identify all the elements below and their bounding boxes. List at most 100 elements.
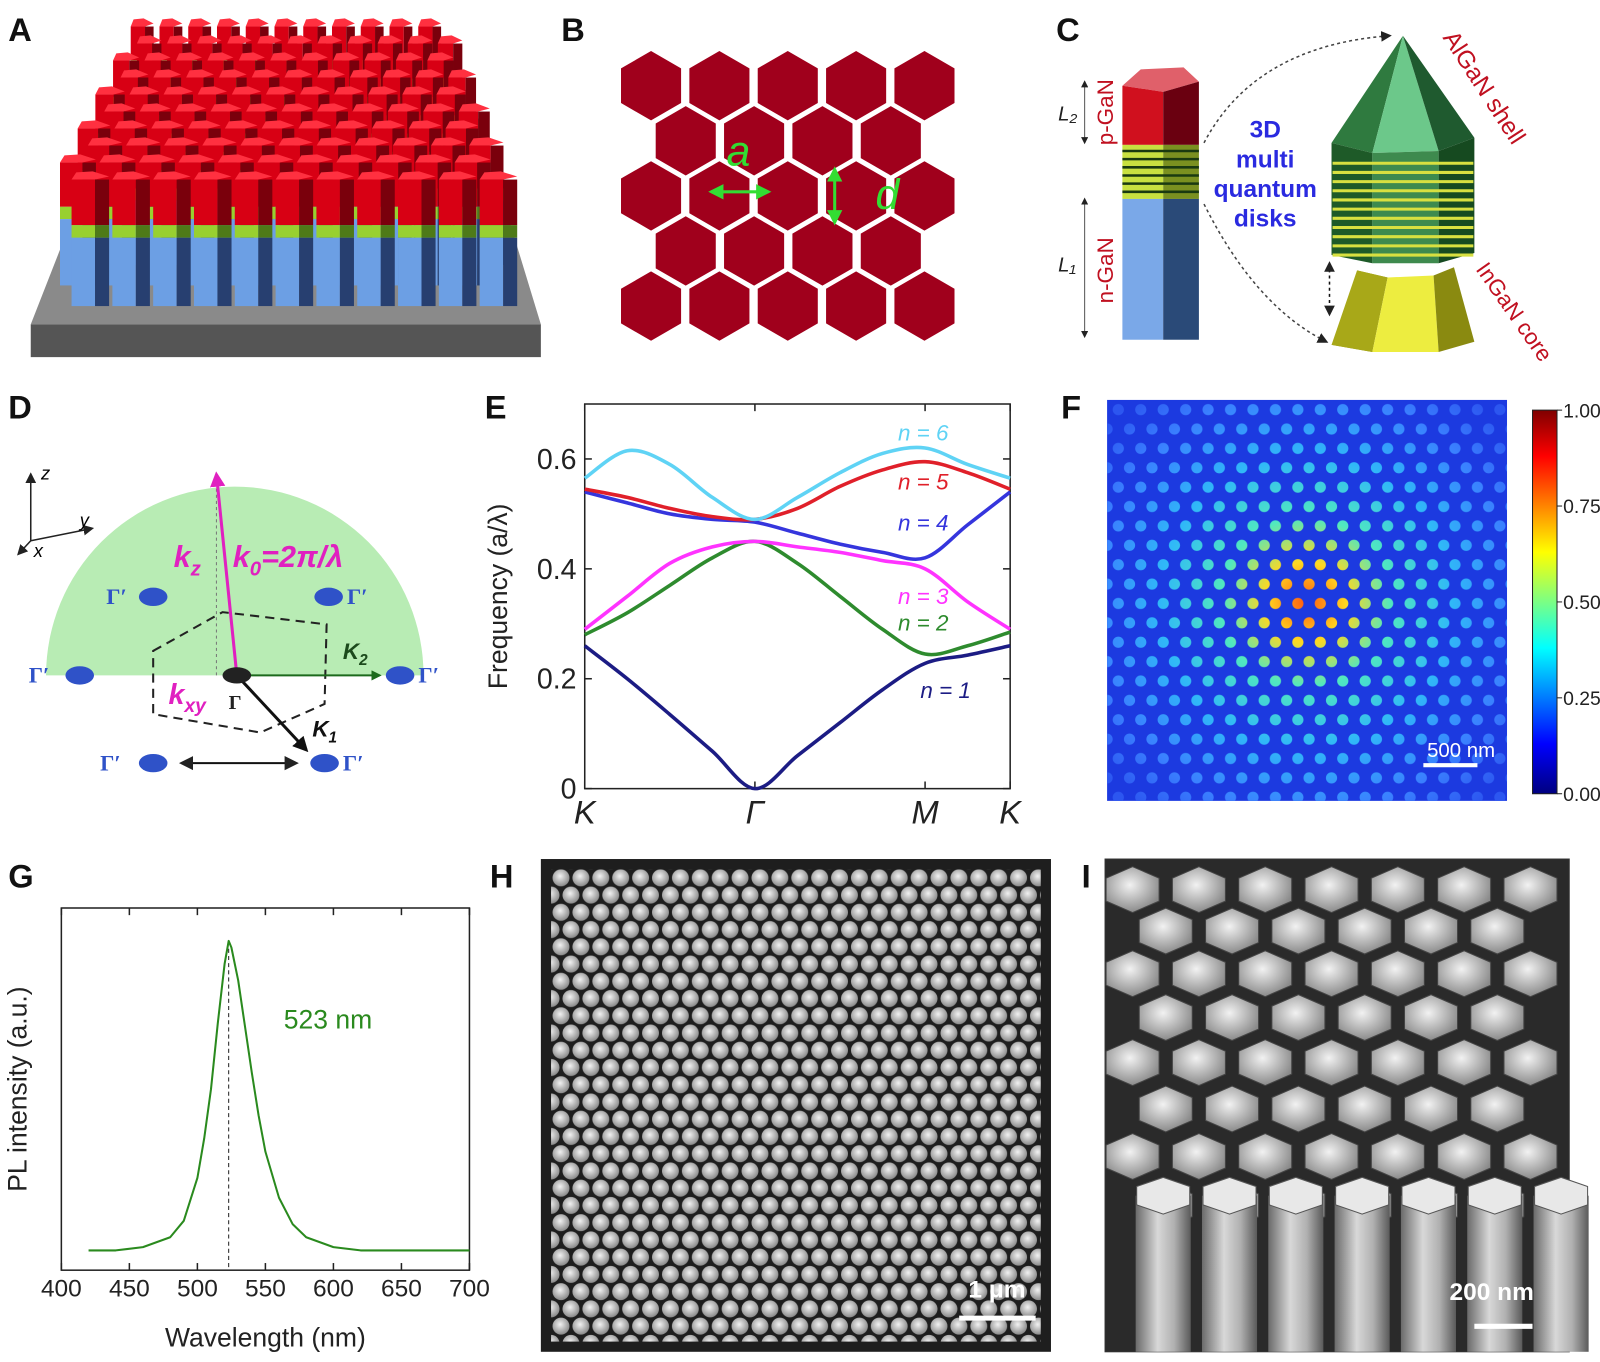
pillar-cap bbox=[372, 120, 405, 129]
pillar-top bbox=[1238, 950, 1293, 998]
pillar-cap bbox=[395, 52, 423, 61]
pillar-cap bbox=[392, 137, 428, 146]
disk-label: 3D bbox=[1250, 117, 1281, 144]
pillar-body bbox=[1201, 1195, 1258, 1352]
plot-frame bbox=[60, 907, 471, 1271]
core-face bbox=[1331, 270, 1388, 352]
pillar-cap bbox=[99, 154, 136, 163]
pillar-side bbox=[380, 225, 395, 238]
k0-arrow bbox=[210, 471, 239, 676]
pillar-top bbox=[1337, 994, 1392, 1042]
k2-sub: 2 bbox=[358, 652, 368, 669]
pillar-side bbox=[95, 225, 110, 238]
pillar-cap bbox=[95, 86, 125, 95]
pillar-body bbox=[1268, 1195, 1324, 1352]
pillar-side bbox=[95, 237, 110, 307]
pillar-top bbox=[1238, 1133, 1293, 1181]
pillar-cap bbox=[347, 35, 373, 44]
kz-sub: z bbox=[190, 558, 202, 580]
data-line bbox=[583, 539, 1012, 631]
pillar-side bbox=[217, 237, 232, 307]
gamma-prime-point bbox=[314, 587, 343, 607]
pillar-body bbox=[1400, 1195, 1457, 1352]
pillar-cap bbox=[130, 18, 154, 27]
pillar-cap bbox=[316, 103, 348, 112]
hexagon bbox=[655, 106, 716, 176]
pillar-cap bbox=[231, 86, 262, 95]
pillar-cap bbox=[120, 69, 149, 78]
pillar-side bbox=[421, 225, 436, 238]
x-tick-label: M bbox=[911, 793, 939, 830]
pillar-side bbox=[217, 179, 232, 226]
light-cone bbox=[46, 486, 424, 676]
pillar-face bbox=[357, 179, 381, 226]
pillar-side bbox=[258, 225, 273, 238]
k2-label: K2 bbox=[343, 639, 368, 669]
kz-label: kz bbox=[174, 540, 202, 580]
y-tick-label: 0.2 bbox=[537, 664, 577, 696]
pillar-cap bbox=[207, 52, 234, 61]
y-axis-label: Frequency (a/λ) bbox=[483, 503, 513, 689]
pillar-top bbox=[1337, 907, 1392, 955]
panel-label: F bbox=[1061, 388, 1081, 425]
pillar-cap bbox=[431, 137, 466, 146]
sem-tilted-view: 200 nm bbox=[1104, 858, 1589, 1353]
label-l1: L₁ bbox=[1058, 254, 1076, 276]
pillar-cap bbox=[245, 18, 269, 27]
pillar-cap bbox=[301, 52, 328, 61]
pillar-top bbox=[1105, 1133, 1160, 1181]
pillar-side bbox=[95, 179, 110, 226]
pillar-face bbox=[357, 225, 381, 238]
pillar-top bbox=[1470, 1085, 1525, 1133]
pillar-cap bbox=[59, 154, 96, 163]
pillar-side bbox=[339, 237, 354, 307]
p-gan-face bbox=[1122, 85, 1164, 145]
series-label: n = 6 bbox=[898, 421, 949, 446]
hexagon bbox=[724, 216, 785, 286]
y-tick-label: 0.6 bbox=[537, 444, 577, 476]
k1-label: K1 bbox=[312, 717, 337, 747]
pillar-cap bbox=[334, 86, 364, 95]
pillar-top bbox=[1534, 1176, 1589, 1215]
pillar-cap bbox=[153, 69, 182, 78]
pillar-cap bbox=[159, 18, 183, 27]
field-dots bbox=[1107, 399, 1508, 801]
nanowire-illustration: L₂ L₁ p-GaN n-GaN 3D multi quantum disks… bbox=[1058, 26, 1557, 366]
pillar-cap bbox=[227, 35, 252, 44]
pillar-side bbox=[176, 225, 191, 238]
kxy-main: k bbox=[168, 679, 186, 711]
dashed-arrow bbox=[1203, 203, 1329, 343]
pillar-side bbox=[217, 225, 232, 238]
pillar-cap bbox=[112, 171, 150, 180]
axis bbox=[17, 540, 32, 556]
pillar-cap bbox=[153, 171, 191, 180]
x-tick-label: 500 bbox=[177, 1276, 218, 1303]
pillar-side bbox=[299, 179, 314, 226]
core-face bbox=[1372, 275, 1439, 352]
x-tick-label: 650 bbox=[381, 1276, 422, 1303]
sem-pillars bbox=[551, 869, 1041, 1342]
pillar-top bbox=[1437, 1039, 1492, 1087]
pillar-cap bbox=[357, 171, 395, 180]
pillar-top bbox=[1304, 950, 1359, 998]
pillar-top bbox=[1105, 866, 1160, 914]
pillar-face bbox=[479, 225, 504, 238]
gamma-point bbox=[222, 667, 252, 684]
pillar-cap bbox=[278, 137, 313, 146]
pillar-face bbox=[112, 225, 136, 238]
pillar-face bbox=[479, 237, 504, 307]
pillar-cap bbox=[224, 120, 258, 129]
pillar-face bbox=[316, 179, 340, 226]
data-line bbox=[583, 539, 1011, 657]
pillar-side bbox=[176, 237, 191, 307]
pillar-cap bbox=[296, 154, 333, 163]
axis bbox=[30, 524, 95, 542]
k0-main: k bbox=[233, 540, 252, 574]
pillar-cap bbox=[210, 103, 242, 112]
pillar-top bbox=[1171, 1133, 1226, 1181]
pillar-cap bbox=[454, 154, 491, 163]
pillar-side bbox=[380, 237, 395, 307]
pillar-top bbox=[1202, 1176, 1257, 1215]
pillar-side bbox=[465, 77, 477, 116]
pillar-cap bbox=[281, 103, 313, 112]
